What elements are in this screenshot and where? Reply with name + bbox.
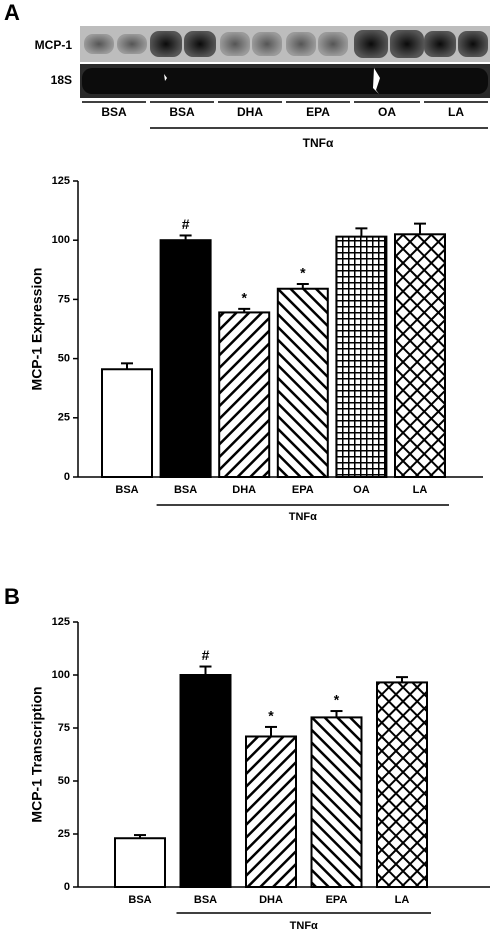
lane-label: BSA [169, 105, 195, 119]
x-tick-label: EPA [292, 484, 314, 496]
x-tick-label: DHA [232, 484, 256, 496]
group-label: TNFα [303, 136, 334, 150]
bar [394, 233, 446, 478]
blot-row-label: 18S [51, 73, 72, 87]
x-tick-label: DHA [259, 894, 283, 906]
y-tick-label: 100 [52, 669, 70, 681]
bar [179, 674, 232, 888]
x-tick-label: LA [395, 894, 410, 906]
bar-label: * [300, 265, 306, 281]
bar [114, 837, 166, 888]
x-tick-label: BSA [115, 484, 138, 496]
y-tick-label: 75 [58, 722, 70, 734]
blot-image [80, 26, 490, 98]
lane-label: EPA [306, 105, 330, 119]
x-tick-label: EPA [326, 894, 348, 906]
x-tick-label: BSA [128, 894, 151, 906]
bar-label: # [202, 647, 210, 663]
bar [218, 311, 271, 479]
x-tick-label: BSA [174, 484, 197, 496]
group-label: TNFα [290, 920, 318, 932]
lane-label: LA [448, 105, 464, 119]
y-tick-label: 75 [58, 293, 70, 305]
bar-label: * [334, 692, 340, 708]
y-tick-label: 0 [64, 471, 70, 483]
y-tick-label: 50 [58, 353, 70, 365]
bar [276, 287, 329, 478]
y-tick-label: 125 [52, 616, 70, 628]
bar-label: # [182, 216, 190, 232]
x-tick-label: BSA [194, 894, 217, 906]
y-tick-label: 25 [58, 828, 70, 840]
panel-label: B [4, 584, 20, 609]
y-tick-label: 100 [52, 234, 70, 246]
bar [101, 368, 153, 479]
blot-row-label: MCP-1 [35, 38, 73, 52]
bar [159, 239, 212, 478]
lane-label: OA [378, 105, 396, 119]
y-tick-label: 125 [52, 175, 70, 187]
panel-label: A [4, 0, 20, 25]
bar [335, 235, 388, 478]
bar [310, 716, 363, 889]
bar [376, 681, 428, 888]
x-tick-label: LA [413, 484, 428, 496]
y-axis-label: MCP-1 Transcription [29, 686, 45, 822]
lane-label: DHA [237, 105, 263, 119]
x-tick-label: OA [353, 484, 370, 496]
y-tick-label: 50 [58, 775, 70, 787]
y-tick-label: 25 [58, 412, 70, 424]
y-axis-label: MCP-1 Expression [29, 268, 45, 391]
bar-label: * [268, 708, 274, 724]
y-tick-label: 0 [64, 881, 70, 893]
bar [245, 735, 297, 888]
bar-label: * [241, 290, 247, 306]
group-label: TNFα [289, 511, 317, 523]
lane-label: BSA [101, 105, 127, 119]
